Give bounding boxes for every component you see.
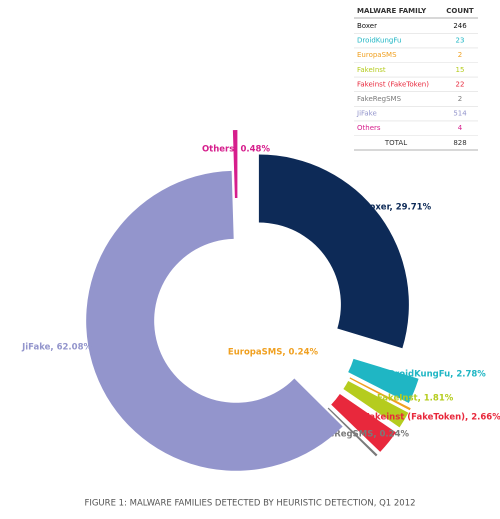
slice-label: DroidKungFu, 2.78% bbox=[388, 370, 486, 380]
slice bbox=[343, 380, 409, 428]
table-name: FakeInst bbox=[357, 66, 386, 74]
table-count: 514 bbox=[453, 110, 467, 118]
table-count: 23 bbox=[456, 37, 465, 45]
table-count: 246 bbox=[453, 22, 467, 30]
table-header: COUNT bbox=[446, 7, 474, 15]
slice-label: Boxer, 29.71% bbox=[363, 203, 432, 213]
table-header: MALWARE FAMILY bbox=[357, 7, 427, 15]
slice bbox=[258, 154, 409, 349]
slice bbox=[327, 407, 378, 457]
slice bbox=[232, 130, 238, 199]
table-count: 2 bbox=[458, 51, 462, 59]
table-name: DroidKungFu bbox=[357, 37, 401, 45]
table-count: 22 bbox=[456, 80, 465, 88]
slice-label: EuropaSMS, 0.24% bbox=[228, 348, 319, 358]
slice-label: Others, 0.48% bbox=[202, 145, 271, 155]
table-total: TOTAL bbox=[384, 139, 407, 147]
table-count: 15 bbox=[456, 66, 465, 74]
table-count: 2 bbox=[458, 95, 462, 103]
table-name: FakeRegSMS bbox=[357, 95, 402, 103]
slice-label: JiFake, 62.08% bbox=[21, 343, 92, 353]
slice bbox=[348, 358, 419, 403]
table-count: 4 bbox=[458, 124, 463, 132]
slice-label: FakeInst, 1.81% bbox=[377, 394, 454, 404]
table-name: JiFake bbox=[356, 110, 377, 118]
table-name: Boxer bbox=[357, 22, 377, 30]
slice bbox=[349, 377, 411, 411]
table-name: Fakeinst (FakeToken) bbox=[357, 80, 429, 88]
slice bbox=[86, 170, 343, 471]
table-name: Others bbox=[357, 124, 381, 132]
caption: FIGURE 1: MALWARE FAMILIES DETECTED BY H… bbox=[84, 499, 415, 509]
slice-label: FakeRegSMS, 0.24% bbox=[312, 430, 409, 440]
table-name: EuropaSMS bbox=[357, 51, 397, 59]
slice-label: Fakeinst (FakeToken), 2.66% bbox=[364, 413, 500, 423]
slice bbox=[331, 394, 396, 452]
table-total: 828 bbox=[453, 139, 466, 147]
